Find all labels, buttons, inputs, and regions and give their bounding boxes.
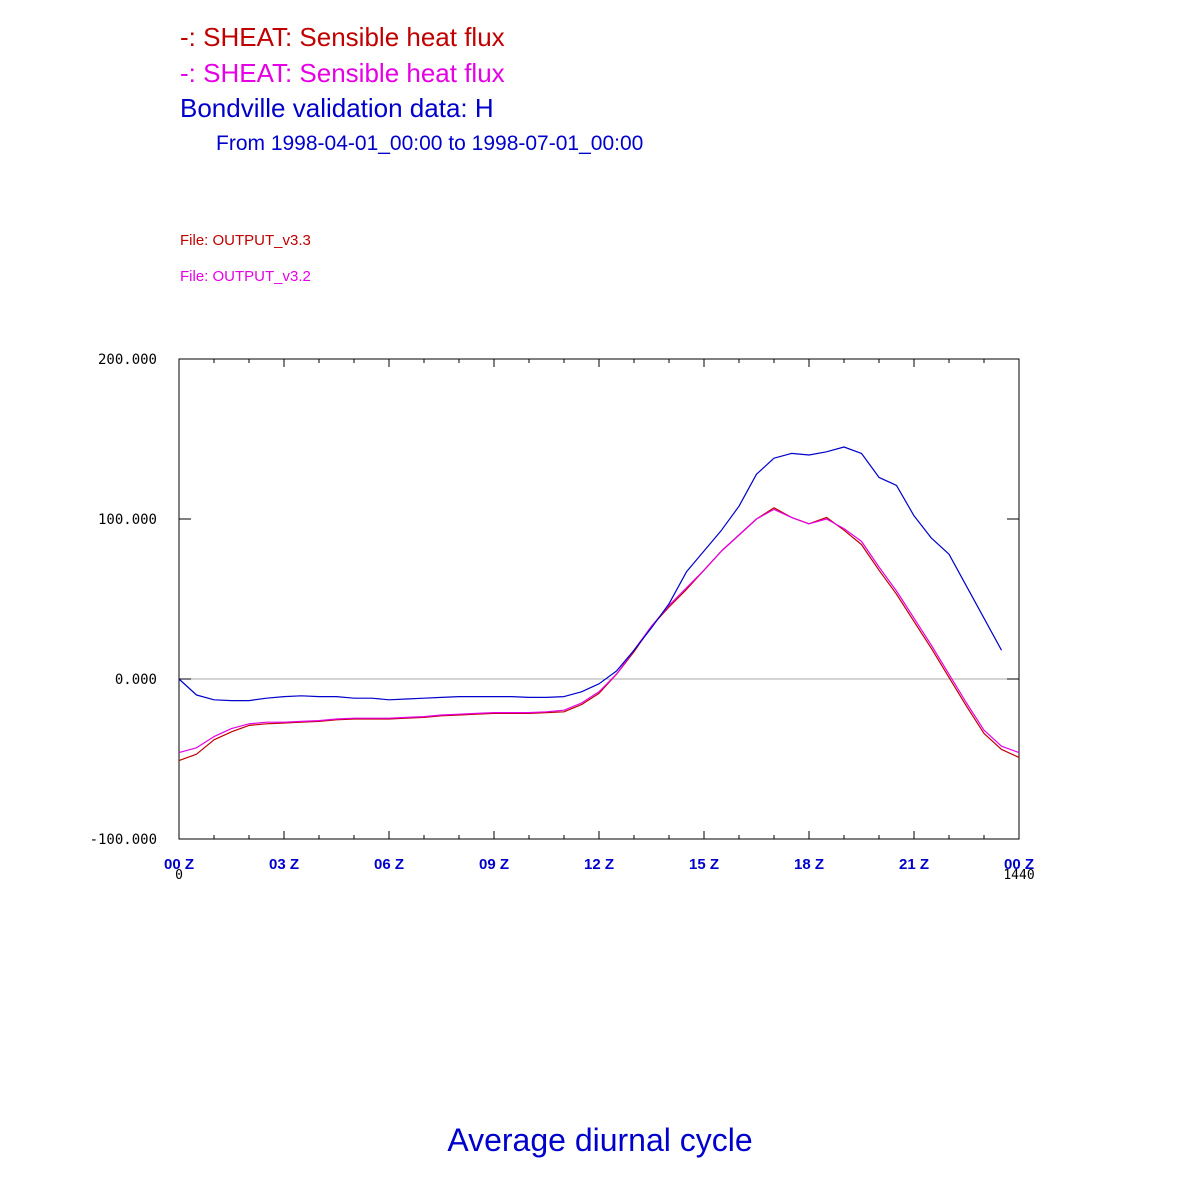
- file-label-v32: File: OUTPUT_v3.2: [180, 268, 311, 285]
- date-range-label: From 1998-04-01_00:00 to 1998-07-01_00:0…: [216, 132, 644, 155]
- x-range-end-label: 1440: [1003, 868, 1034, 883]
- x-tick-label: 15 Z: [689, 856, 719, 873]
- series-line-v33: [178, 507, 1020, 762]
- chart-footer-title: Average diurnal cycle: [447, 1122, 753, 1158]
- plot-frame: [178, 358, 1020, 840]
- series-line-observed: [178, 446, 1003, 702]
- x-range-start-label: 0: [175, 868, 183, 883]
- y-tick-label: -100.000: [90, 832, 157, 848]
- series1-title: -: SHEAT: Sensible heat flux: [180, 22, 505, 52]
- y-tick-label: 0.000: [115, 672, 157, 688]
- y-tick-label: 200.000: [98, 352, 157, 368]
- x-tick-label: 18 Z: [794, 856, 824, 873]
- series2-title: -: SHEAT: Sensible heat flux: [180, 58, 505, 88]
- y-tick-label: 100.000: [98, 512, 157, 528]
- observation-title: Bondville validation data: H: [180, 93, 494, 123]
- x-tick-label: 03 Z: [269, 856, 299, 873]
- x-tick-label: 09 Z: [479, 856, 509, 873]
- file-label-v33: File: OUTPUT_v3.3: [180, 232, 311, 249]
- x-tick-label: 12 Z: [584, 856, 614, 873]
- x-tick-label: 06 Z: [374, 856, 404, 873]
- x-tick-label: 21 Z: [899, 856, 929, 873]
- x-tick-label: 00 Z: [164, 856, 194, 873]
- x-tick-label: 00 Z: [1004, 856, 1034, 873]
- series-line-v32: [178, 508, 1020, 754]
